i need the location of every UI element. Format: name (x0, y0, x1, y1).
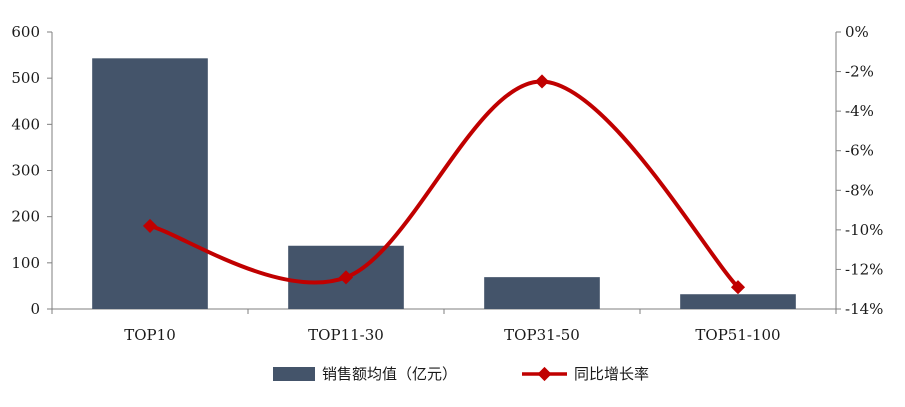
left-y-axis: 0 100 200 300 400 500 600 (11, 23, 53, 318)
left-tick-label: 500 (11, 69, 40, 87)
bar (680, 294, 796, 309)
left-tick-label: 400 (11, 115, 40, 133)
bar-series (92, 58, 796, 309)
x-category-label: TOP31-50 (504, 326, 580, 344)
left-tick-label: 300 (11, 162, 40, 180)
line-point (338, 270, 354, 285)
line-point (730, 280, 746, 295)
right-tick-label: 0% (845, 23, 869, 41)
right-tick-label: -12% (845, 260, 883, 278)
legend-bar-swatch (273, 367, 315, 381)
right-tick-label: -2% (845, 63, 874, 81)
line-series (142, 74, 746, 295)
growth-line (148, 79, 740, 290)
x-axis: TOP10 TOP11-30 TOP31-50 TOP51-100 (51, 308, 837, 344)
legend-line-label: 同比增长率 (574, 365, 649, 383)
left-tick-label: 100 (11, 254, 40, 272)
left-tick-label: 0 (30, 300, 40, 318)
right-tick-label: -14% (845, 300, 883, 318)
right-tick-label: -8% (845, 181, 874, 199)
x-category-label: TOP11-30 (308, 326, 384, 344)
right-tick-label: -6% (845, 142, 874, 160)
bar (484, 277, 600, 309)
x-category-label: TOP10 (124, 326, 175, 344)
right-tick-label: -4% (845, 102, 874, 120)
line-point (534, 74, 550, 89)
bar (92, 58, 208, 309)
legend: 销售额均值（亿元） 同比增长率 (273, 365, 649, 383)
right-tick-label: -10% (845, 221, 883, 239)
x-category-label: TOP51-100 (695, 326, 780, 344)
legend-line-marker (537, 366, 552, 382)
left-tick-label: 200 (11, 208, 40, 226)
left-tick-label: 600 (11, 23, 40, 41)
legend-bar-label: 销售额均值（亿元） (322, 365, 457, 383)
right-y-axis: 0% -2% -4% -6% -8% -10% -12% -14% (835, 23, 883, 318)
line-point (142, 218, 158, 233)
